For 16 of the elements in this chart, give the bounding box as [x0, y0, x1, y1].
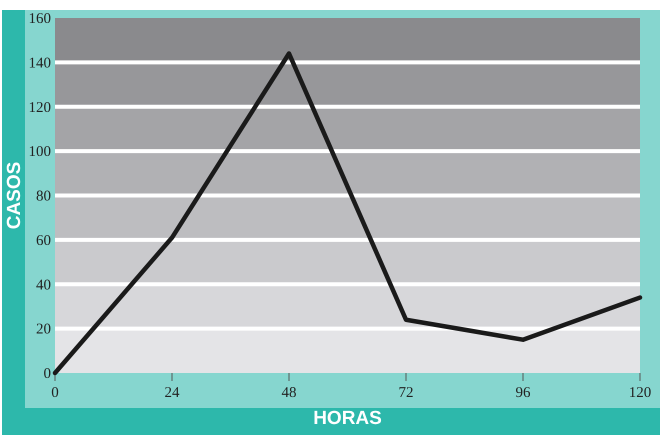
x-tick-label: 48: [282, 385, 296, 401]
x-tick-label: 24: [164, 385, 180, 401]
y-tick-label: 60: [36, 232, 51, 249]
y-tick-label: 40: [36, 277, 51, 294]
y-axis-title: CASOS: [4, 162, 25, 230]
y-tick-label: 0: [44, 366, 51, 382]
y-tick-label: 120: [28, 100, 51, 116]
y-tick-label: 160: [28, 11, 51, 27]
y-tick-label: 80: [36, 188, 51, 204]
x-axis-title: HORAS: [313, 408, 382, 429]
y-tick-label: 140: [28, 55, 51, 72]
y-tick-label: 20: [36, 322, 51, 338]
x-tick-label: 120: [628, 385, 652, 401]
x-tick-label: 96: [516, 385, 531, 401]
x-tick-label: 72: [398, 385, 414, 401]
y-tick-label: 100: [28, 144, 51, 160]
